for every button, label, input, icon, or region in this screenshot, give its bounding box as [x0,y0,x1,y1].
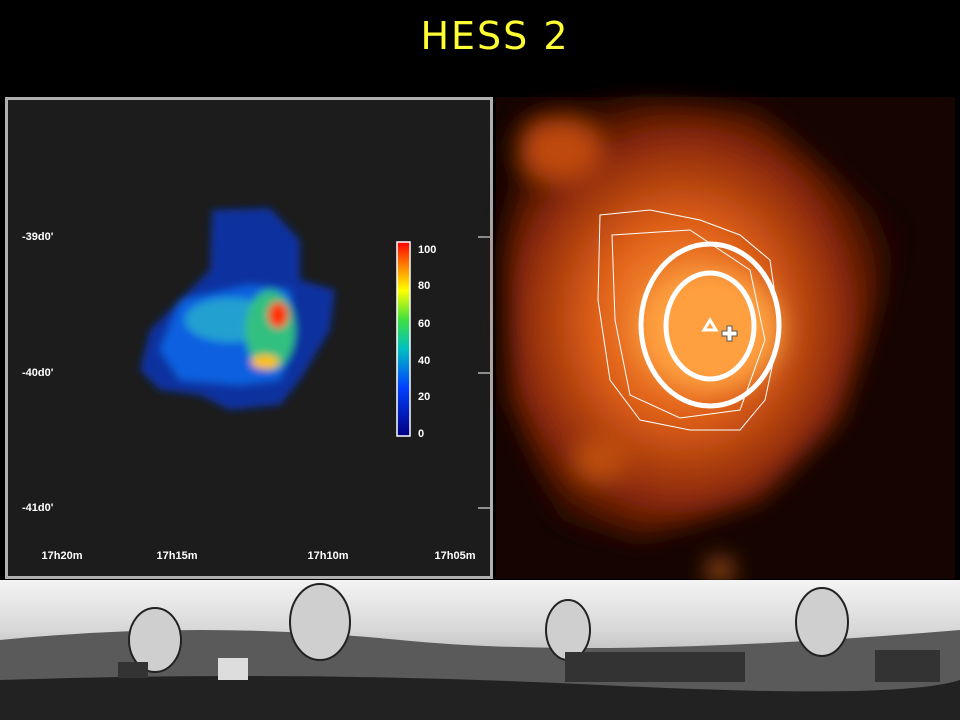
colorbar [396,241,411,437]
colorbar-label: 60 [418,318,430,330]
y-axis-label: -40d0' [22,367,54,379]
telescopes [128,583,849,673]
colorbar-label: 20 [418,391,430,403]
buildings [118,650,940,682]
x-axis-label: 17h10m [308,550,349,562]
x-axis-label: 17h15m [157,550,198,562]
x-axis-label: 17h20m [42,550,83,562]
y-axis-label: -41d0' [22,502,54,514]
gamma-map [140,208,335,410]
colorbar-label: 40 [418,355,430,367]
colorbar-label: 80 [418,280,430,292]
contours [597,209,782,431]
y-axis-label: -39d0' [22,231,54,243]
colorbar-label: 0 [418,428,424,440]
x-axis-label: 17h05m [435,550,476,562]
ground [0,676,960,720]
slide-title: HESS 2 [420,14,570,58]
colorbar-label: 100 [418,244,436,256]
